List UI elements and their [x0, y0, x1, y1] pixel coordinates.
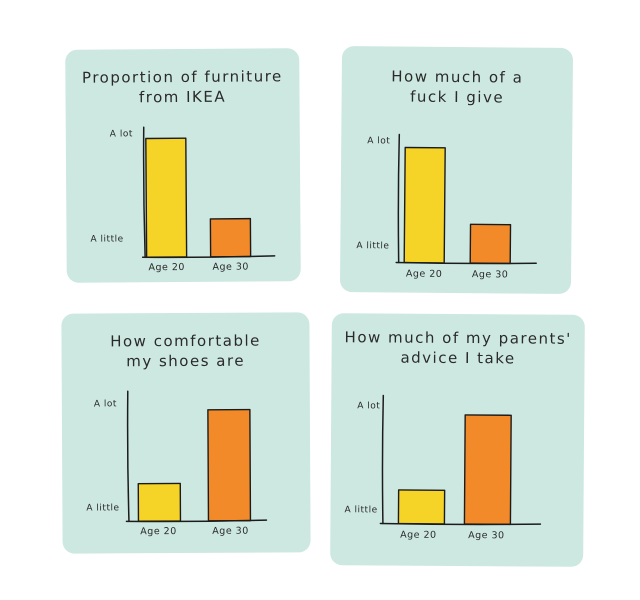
x-axis [141, 255, 276, 259]
chart-plot [395, 133, 537, 265]
x-label-age-20: Age 20 [140, 526, 177, 538]
bar-age-20 [137, 482, 182, 522]
bar-age-30 [463, 414, 512, 526]
bar-age-30 [209, 217, 252, 258]
y-label-high: A lot [367, 136, 391, 147]
chart-panel-fuck-given: How much of a fuck I give A lot A little… [339, 45, 574, 295]
bar-age-30 [469, 223, 512, 265]
bar-age-20 [403, 146, 446, 264]
y-axis [397, 133, 401, 264]
bar-age-20 [145, 137, 188, 258]
y-label-low: A little [86, 503, 120, 514]
bar-age-30 [207, 408, 252, 522]
x-label-age-30: Age 30 [471, 269, 509, 281]
x-label-age-30: Age 30 [212, 525, 249, 537]
chart-panel-shoes: How comfortable my shoes are A lot A lit… [61, 312, 311, 554]
y-label-low: A little [356, 241, 390, 252]
x-label-age-20: Age 20 [400, 529, 437, 541]
chart-panel-ikea: Proportion of furniture from IKEA A lot … [65, 48, 301, 283]
chart-plot [379, 394, 542, 526]
x-axis [379, 522, 542, 526]
y-label-high: A lot [109, 129, 133, 140]
y-label-high: A lot [357, 401, 381, 412]
x-axis [395, 261, 537, 265]
x-label-age-20: Age 20 [405, 268, 443, 280]
y-axis [381, 394, 385, 525]
x-label-age-30: Age 30 [212, 261, 249, 273]
chart-plot [141, 126, 276, 259]
y-axis [142, 126, 146, 259]
y-label-low: A little [90, 234, 124, 245]
x-label-age-30: Age 30 [468, 530, 505, 542]
chart-plot [125, 390, 268, 523]
x-label-age-20: Age 20 [148, 261, 185, 274]
chart-panel-parents-advice: How much of my parents' advice I take A … [330, 313, 585, 567]
y-label-low: A little [344, 505, 378, 516]
x-axis [125, 519, 268, 523]
bar-age-20 [397, 489, 446, 525]
y-label-high: A lot [93, 399, 117, 410]
y-axis [126, 390, 130, 523]
